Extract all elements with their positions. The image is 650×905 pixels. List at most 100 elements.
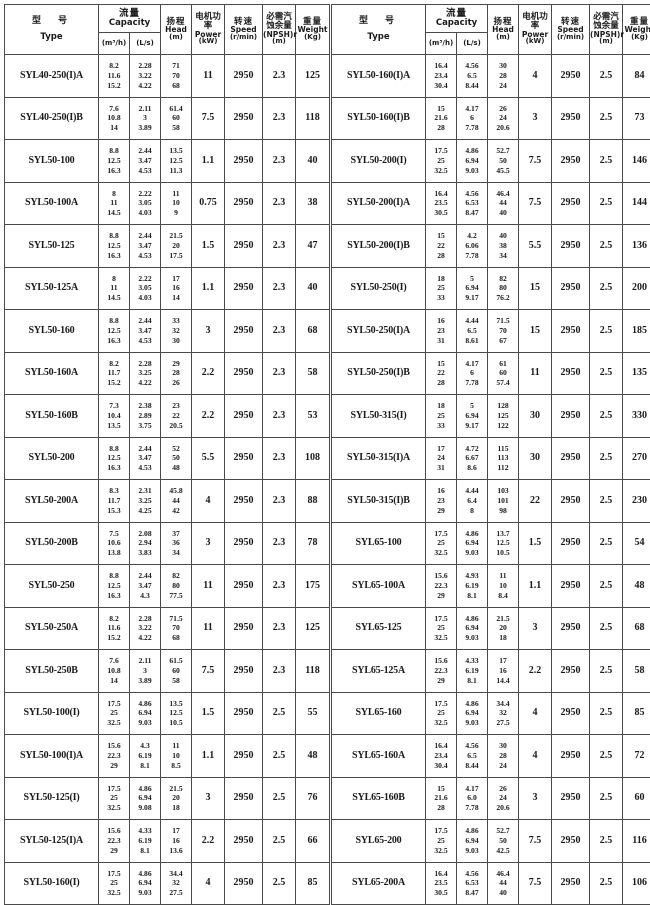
cell-power: 4 [192,480,225,523]
cell-head-value: 13.6 [161,846,191,856]
cell-capacity-m3h-value: 30.4 [426,761,456,771]
cell-capacity-m3h-value: 10.8 [99,666,129,676]
cell-weight: 85 [296,862,330,905]
cell-capacity-ls-value: 9.03 [457,633,487,643]
cell-head-value: 18 [488,633,518,643]
cell-head-value: 27.5 [488,718,518,728]
cell-head-value: 60 [161,666,191,676]
cell-capacity-m3h-value: 16 [426,316,456,326]
cell-head-value: 34.4 [161,869,191,879]
cell-head-value: 14.4 [488,676,518,686]
cell-type: SYL50-315(I)B [332,480,426,523]
cell-head-value: 36 [161,538,191,548]
cell-npsh: 2.3 [263,395,296,438]
cell-power: 7.5 [519,820,552,863]
cell-capacity-m3h-value: 25 [426,156,456,166]
cell-capacity-ls-value: 4.86 [130,699,160,709]
cell-speed: 2950 [225,692,263,735]
col-header-head-unit: (m) [161,34,191,41]
cell-capacity-m3h-value: 22.3 [99,751,129,761]
cell-npsh: 2.3 [263,55,296,98]
cell-head-value: 82 [488,274,518,284]
cell-capacity-ls-value: 6.94 [457,283,487,293]
cell-capacity-ls-value: 4.86 [457,699,487,709]
cell-capacity-m3h-value: 23.5 [426,198,456,208]
cell-head-value: 24 [488,113,518,123]
cell-npsh: 2.5 [263,862,296,905]
cell-type: SYL50-200(I)B [332,225,426,268]
col-header-npsh-cn: 必需汽蚀余量 [263,13,295,30]
cell-capacity-ls-value: 4.56 [457,741,487,751]
cell-npsh: 2.3 [263,480,296,523]
cell-capacity-ls-value: 2.22 [130,274,160,284]
cell-type: SYL50-250 [5,565,99,608]
cell-speed: 2950 [225,777,263,820]
cell-capacity-ls-value: 6.94 [457,156,487,166]
cell-head-value: 76.2 [488,293,518,303]
cell-capacity-ls-value: 6.19 [130,751,160,761]
cell-capacity-ls-value: 3.22 [130,71,160,81]
cell-head-value: 50 [488,836,518,846]
cell-head-value: 30 [488,741,518,751]
cell-capacity-m3h-value: 15 [426,359,456,369]
cell-head-value: 38 [488,241,518,251]
cell-speed: 2950 [225,267,263,310]
cell-capacity-m3h-value: 16.3 [99,463,129,473]
cell-type: SYL50-125 [5,225,99,268]
cell-npsh: 2.3 [263,182,296,225]
cell-capacity-m3h-value: 8.2 [99,359,129,369]
cell-speed: 2950 [225,352,263,395]
cell-weight: 76 [296,777,330,820]
